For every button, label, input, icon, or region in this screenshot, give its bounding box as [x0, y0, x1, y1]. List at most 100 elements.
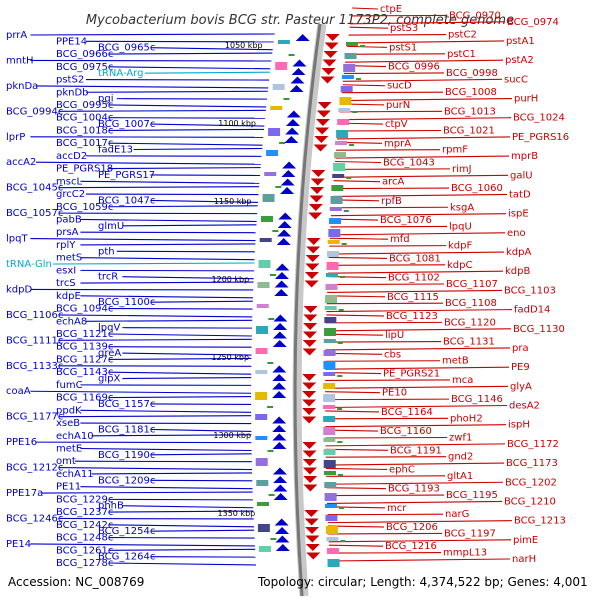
gene-label-pgi: pgi [98, 94, 113, 105]
feature-track-block [256, 502, 269, 506]
plus-strand-gene-arrow [308, 204, 323, 211]
feature-tick [337, 441, 343, 443]
scale-tick-label: 1300 kbp [213, 431, 251, 440]
minus-strand-gene-arrow [280, 187, 295, 194]
gene-label-bcg-1193: BCG_1193 [388, 484, 440, 495]
gene-label-mnth: mntH [6, 55, 34, 66]
gene-label-pime: pimE [513, 535, 538, 546]
plus-strand-gene-arrow [311, 170, 326, 177]
minus-strand-gene-arrow [290, 76, 305, 84]
gene-label-glpx: glpX [98, 374, 120, 385]
gene-leader-line [85, 155, 262, 157]
plus-strand-gene-arrow [309, 195, 324, 203]
gene-leader-line [108, 307, 253, 310]
gene-leader-line [342, 78, 503, 82]
minus-strand-gene-arrow [272, 331, 287, 339]
feature-track-block [333, 163, 346, 171]
gene-leader-line [325, 398, 450, 401]
gene-label-purh: purH [514, 94, 538, 105]
gene-leader-line [347, 45, 388, 48]
gene-label-echa8: echA8 [56, 316, 87, 327]
gene-leader-line [58, 415, 252, 418]
plus-strand-gene-arrow [310, 178, 325, 186]
minus-strand-gene-arrow [274, 518, 289, 526]
gene-label-phoh2: phoH2 [450, 413, 483, 424]
feature-track-block [324, 493, 337, 501]
feature-track-block [323, 416, 336, 422]
gene-leader-line [80, 281, 254, 284]
gene-label-bcg-1195: BCG_1195 [446, 490, 498, 501]
gene-leader-line [333, 174, 509, 178]
gene-leader-line [329, 552, 442, 554]
gene-label-pe-pgrs17: PE_PGRS17 [98, 170, 155, 181]
gene-leader-line [150, 428, 252, 432]
gene-label-eno: eno [507, 228, 526, 239]
gene-label-bcg-1160: BCG_1160 [380, 426, 432, 437]
gene-label-bcg-1017c: BCG_1017c [56, 138, 113, 149]
gene-label-prra: prrA [6, 30, 27, 41]
gene-leader-line [108, 357, 252, 360]
gene-leader-line [327, 500, 503, 504]
gene-label-bcg-1164: BCG_1164 [381, 407, 433, 418]
scale-tick-label: 1200 kbp [212, 275, 250, 284]
plus-strand-gene-arrow [302, 348, 317, 356]
gene-label-bcg-1076: BCG_1076 [380, 215, 432, 226]
gene-label-kdpc: kdpC [447, 260, 472, 271]
gene-leader-line [325, 347, 511, 351]
gene-label-omt: omt [56, 456, 76, 467]
feature-track-block [325, 526, 338, 534]
plus-strand-gene-arrow [314, 136, 329, 143]
gene-label-sucd: sucD [387, 81, 412, 92]
feature-track-block [258, 260, 271, 268]
gene-label-bcg-1094c: BCG_1094c [56, 304, 113, 315]
gene-label-bcg-1120: BCG_1120 [444, 317, 496, 328]
minus-strand-gene-arrow [286, 110, 301, 118]
feature-track-block [345, 42, 358, 46]
gene-label-bcg-1007c: BCG_1007c [98, 119, 155, 130]
gene-leader-line [325, 410, 380, 413]
plus-strand-gene-arrow [303, 314, 318, 322]
gene-label-ispe: ispE [508, 209, 529, 220]
gene-leader-line [41, 491, 253, 494]
gene-leader-line [351, 14, 448, 17]
feature-tick [346, 177, 352, 179]
feature-track-block [255, 370, 268, 374]
gene-label-bcg-1057c: BCG_1057c [6, 208, 63, 219]
plus-strand-gene-arrow [310, 187, 325, 194]
feature-track-block [270, 106, 283, 110]
gene-label-bcg-0995c: BCG_0995c [56, 100, 113, 111]
feature-track-block [258, 546, 271, 552]
gene-leader-line [80, 486, 253, 490]
gene-label-pknda: pknDa [6, 81, 38, 92]
gene-label-bcg-1043: BCG_1043 [383, 157, 435, 168]
feature-track-block [262, 194, 275, 202]
plus-strand-gene-arrow [308, 212, 323, 220]
scale-tick-label: 1150 kbp [214, 197, 252, 206]
gene-label-echa11: echA11 [56, 469, 94, 480]
minus-strand-gene-arrow [272, 391, 287, 398]
gene-label-psts2: pstS2 [56, 75, 84, 86]
gene-label-pstc2: pstC2 [448, 30, 477, 41]
gene-leader-line [332, 187, 450, 190]
gene-leader-line [108, 104, 267, 108]
gene-label-arca: arcA [382, 177, 405, 188]
gene-label-bcg-1209c: BCG_1209c [98, 475, 155, 486]
scale-tick-label: 1250 kbp [211, 353, 249, 362]
gene-leader-line [91, 472, 253, 475]
gene-label-psts3: pstS3 [390, 23, 418, 34]
plus-strand-gene-arrow [323, 51, 338, 58]
gene-label-bcg-1248c: BCG_1248c [56, 533, 113, 544]
feature-track-block [341, 75, 354, 79]
gene-leader-line [327, 283, 445, 286]
gene-label-bcg-1139c: BCG_1139c [56, 342, 113, 353]
gene-leader-line [116, 98, 268, 100]
gene-label-bcg-1018c: BCG_1018c [56, 125, 113, 136]
feature-track-block [344, 53, 357, 59]
feature-tick [355, 78, 361, 80]
gene-leader-line [340, 97, 513, 102]
plus-strand-gene-arrow [320, 76, 335, 84]
feature-track-block [257, 282, 270, 288]
feature-tick [337, 342, 343, 344]
gene-leader-line [326, 321, 443, 324]
